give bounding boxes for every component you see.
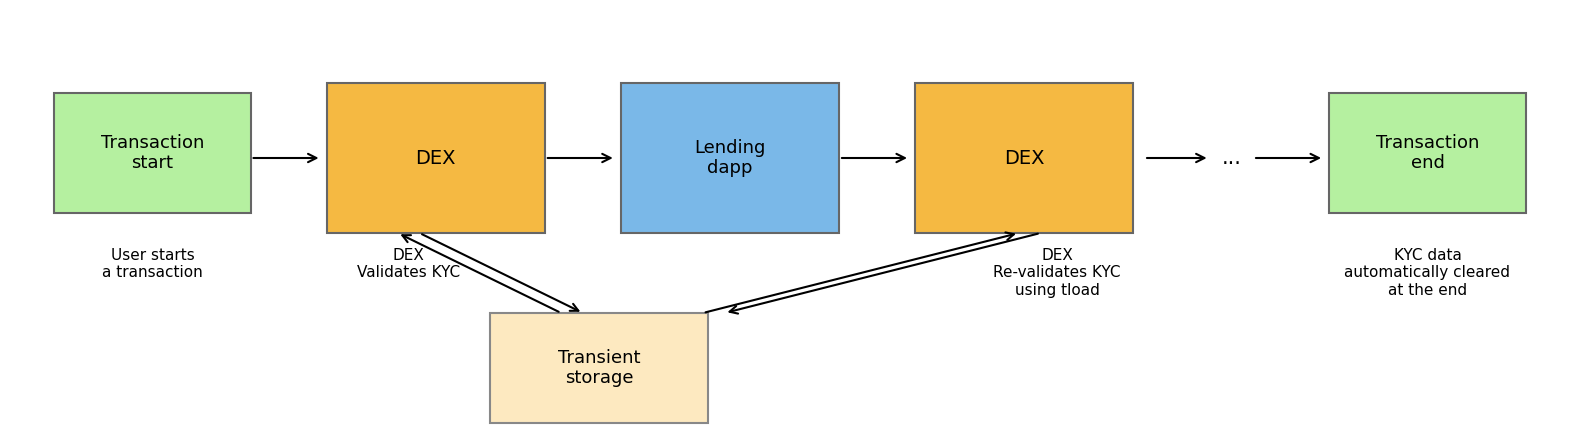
- FancyBboxPatch shape: [915, 83, 1133, 233]
- Text: User starts
a transaction: User starts a transaction: [103, 248, 202, 281]
- Text: DEX
Validates KYC: DEX Validates KYC: [357, 248, 460, 281]
- Text: Transaction
start: Transaction start: [101, 134, 204, 172]
- Text: ...: ...: [1221, 148, 1242, 168]
- FancyBboxPatch shape: [327, 83, 545, 233]
- Text: Lending
dapp: Lending dapp: [694, 139, 766, 178]
- Text: KYC data
automatically cleared
at the end: KYC data automatically cleared at the en…: [1345, 248, 1510, 298]
- Text: Transaction
end: Transaction end: [1376, 134, 1479, 172]
- FancyBboxPatch shape: [621, 83, 839, 233]
- Text: Transient
storage: Transient storage: [558, 349, 640, 388]
- FancyBboxPatch shape: [54, 93, 251, 213]
- Text: DEX: DEX: [416, 149, 457, 168]
- FancyBboxPatch shape: [1329, 93, 1526, 213]
- Text: DEX: DEX: [1003, 149, 1044, 168]
- Text: DEX
Re-validates KYC
using tload: DEX Re-validates KYC using tload: [994, 248, 1120, 298]
- FancyBboxPatch shape: [490, 313, 708, 423]
